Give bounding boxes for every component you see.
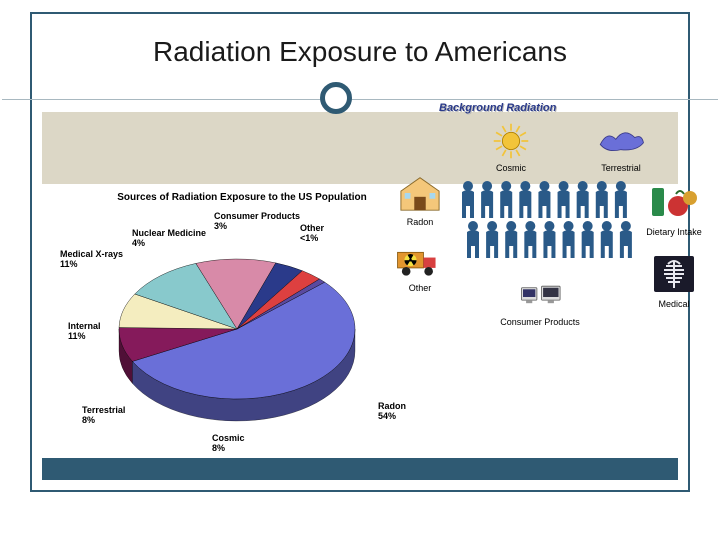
accent-circle — [320, 82, 352, 114]
pie-chart: Sources of Radiation Exposure to the US … — [42, 184, 442, 454]
bg-item-radon: Radon — [390, 172, 450, 228]
background-radiation-panel: Background Radiation Cosmic Terrestrial Ra… — [384, 102, 714, 362]
people-crowd-icon — [460, 174, 632, 272]
medical-icon — [638, 252, 710, 296]
pie-label-nuclear-medicine: Nuclear Medicine4% — [132, 229, 206, 249]
bg-item-label: Terrestrial — [580, 163, 662, 173]
bg-item-medical: Medical — [638, 252, 710, 310]
pie-svg — [117, 244, 357, 434]
bg-item-cosmic: Cosmic — [482, 122, 540, 174]
pie-label-cosmic: Cosmic8% — [212, 434, 245, 454]
bg-item-label: Radon — [390, 217, 450, 227]
pie-label-medical-x-rays: Medical X-rays11% — [60, 250, 123, 270]
bg-item-label: Medical — [638, 299, 710, 309]
pie-label-other: Other<1% — [300, 224, 324, 244]
bg-item-label: Consumer Products — [484, 317, 596, 327]
bg-item-label: Dietary Intake — [638, 227, 710, 237]
bg-item-terrestrial: Terrestrial — [580, 122, 662, 174]
slide-frame: Radiation Exposure to Americans Sources … — [30, 12, 690, 492]
pie-label-radon: Radon54% — [378, 402, 406, 422]
terrestrial-icon — [580, 122, 662, 160]
dietary-icon — [638, 180, 710, 224]
pie-label-internal: Internal11% — [68, 322, 101, 342]
divider — [2, 99, 718, 100]
bg-item-dietary: Dietary Intake — [638, 180, 710, 238]
bg-item-consumer: Consumer Products — [484, 280, 596, 328]
pie-label-terrestrial: Terrestrial8% — [82, 406, 125, 426]
pie-label-consumer-products: Consumer Products3% — [214, 212, 300, 232]
cosmic-icon — [482, 122, 540, 160]
page-title: Radiation Exposure to Americans — [32, 36, 688, 68]
other-icon — [390, 242, 450, 280]
bg-item-label: Other — [390, 283, 450, 293]
pie-title: Sources of Radiation Exposure to the US … — [42, 192, 442, 203]
radon-icon — [390, 172, 450, 214]
bg-panel-title: Background Radiation — [439, 102, 556, 114]
consumer-icon — [484, 280, 596, 314]
decor-band-bottom — [42, 458, 678, 480]
bg-item-other: Other — [390, 242, 450, 294]
bg-item-label: Cosmic — [482, 163, 540, 173]
